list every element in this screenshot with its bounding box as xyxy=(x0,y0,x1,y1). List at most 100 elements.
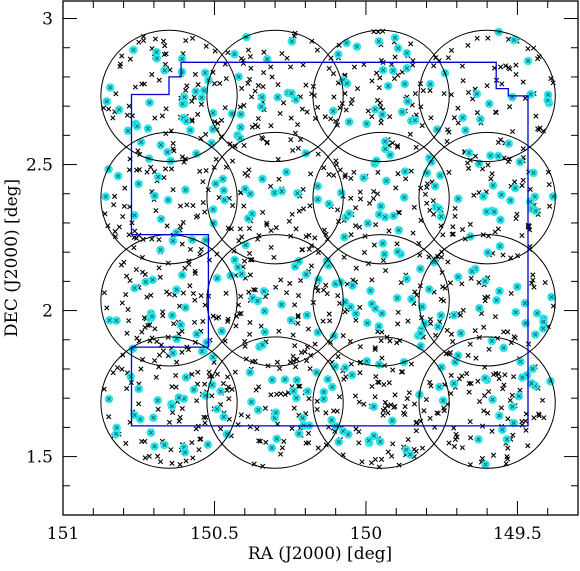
cross-marker xyxy=(176,303,183,309)
cross-marker xyxy=(438,296,444,302)
cross-marker xyxy=(191,94,197,100)
highlighted-marker-core xyxy=(291,388,296,393)
cross-marker xyxy=(296,208,302,214)
cross-marker xyxy=(122,185,128,191)
highlighted-marker-core xyxy=(193,89,198,94)
cross-marker xyxy=(183,458,189,464)
highlighted-marker-core xyxy=(549,294,554,300)
cross-marker xyxy=(398,280,404,286)
highlighted-marker-core xyxy=(170,350,176,356)
cross-marker xyxy=(295,121,301,128)
field-outline-group xyxy=(130,61,529,427)
cross-marker xyxy=(448,331,455,337)
cross-marker xyxy=(467,435,474,441)
cross-marker xyxy=(225,49,231,56)
highlighted-marker-core xyxy=(147,100,152,105)
highlighted-marker-core xyxy=(169,404,175,409)
highlighted-marker-core xyxy=(180,272,185,278)
highlighted-marker-core xyxy=(380,112,385,117)
cross-marker xyxy=(274,391,280,397)
x-tick-label: 150.5 xyxy=(190,524,239,544)
highlighted-marker-core xyxy=(497,244,503,249)
highlighted-marker-core xyxy=(162,68,167,73)
cross-marker xyxy=(407,131,413,137)
cross-marker xyxy=(448,47,455,53)
cross-marker xyxy=(378,120,384,126)
highlighted-marker-core xyxy=(343,365,348,370)
cross-marker xyxy=(392,54,398,60)
highlighted-marker-core xyxy=(296,431,302,436)
cross-marker xyxy=(471,192,477,198)
cross-marker xyxy=(499,81,505,87)
cross-marker xyxy=(283,290,290,296)
highlighted-marker-core xyxy=(520,375,525,380)
highlighted-marker-core xyxy=(114,425,119,430)
cross-marker xyxy=(267,183,274,189)
highlighted-marker-core xyxy=(402,195,407,200)
cross-marker xyxy=(252,287,259,293)
cross-marker xyxy=(152,115,158,121)
highlighted-marker-core xyxy=(494,298,499,303)
cross-marker xyxy=(303,82,309,88)
highlighted-marker-core xyxy=(162,442,167,448)
cross-marker xyxy=(511,334,517,340)
pointing-circle xyxy=(100,29,238,163)
cross-marker xyxy=(312,341,318,347)
highlighted-marker-core xyxy=(261,289,267,294)
cross-marker xyxy=(438,254,445,260)
cross-marker xyxy=(198,293,204,299)
cross-marker xyxy=(160,38,167,44)
cross-marker xyxy=(203,167,209,174)
cross-marker xyxy=(238,293,244,299)
cross-marker xyxy=(179,154,185,160)
cross-marker xyxy=(123,440,129,446)
cross-marker xyxy=(192,270,198,277)
cross-marker xyxy=(218,426,224,432)
cross-marker xyxy=(361,401,367,407)
highlighted-marker-core xyxy=(364,359,369,364)
cross-marker xyxy=(381,381,387,388)
cross-marker xyxy=(450,224,456,230)
highlighted-marker-core xyxy=(433,184,438,189)
cross-marker xyxy=(372,345,378,351)
cross-marker xyxy=(465,165,472,171)
cross-marker xyxy=(336,394,343,400)
cross-marker xyxy=(427,415,433,421)
cross-marker xyxy=(257,438,264,444)
highlighted-marker-core xyxy=(361,175,366,180)
highlighted-marker-core xyxy=(336,52,341,57)
cross-marker xyxy=(440,284,446,290)
cross-marker xyxy=(263,439,269,445)
highlighted-marker-core xyxy=(210,354,216,360)
cross-marker xyxy=(404,395,410,402)
cross-marker xyxy=(335,353,341,360)
cross-marker xyxy=(481,324,487,330)
cross-marker xyxy=(525,46,531,52)
highlighted-marker-core xyxy=(504,437,510,442)
cross-marker xyxy=(465,42,471,48)
cross-marker xyxy=(419,445,426,451)
cross-marker xyxy=(343,374,349,380)
cross-marker xyxy=(261,49,267,55)
highlighted-marker-core xyxy=(239,271,244,277)
highlighted-marker-core xyxy=(210,127,216,132)
cross-marker xyxy=(112,228,118,235)
highlighted-marker-core xyxy=(460,115,465,120)
cross-marker xyxy=(299,247,306,253)
highlighted-marker-core xyxy=(497,413,502,418)
cross-marker xyxy=(402,404,408,410)
cross-marker xyxy=(405,318,411,324)
cross-marker xyxy=(302,349,308,355)
cross-marker xyxy=(245,413,251,420)
cross-marker xyxy=(163,51,169,57)
cross-marker xyxy=(307,366,313,372)
cross-marker xyxy=(357,304,363,310)
cross-marker xyxy=(444,138,450,145)
cross-marker xyxy=(189,371,195,377)
pointing-circle xyxy=(312,29,450,163)
highlighted-marker-core xyxy=(396,228,401,233)
cross-marker xyxy=(142,271,148,277)
cross-marker xyxy=(268,123,274,129)
cross-marker xyxy=(490,452,497,458)
cross-marker xyxy=(512,179,518,185)
